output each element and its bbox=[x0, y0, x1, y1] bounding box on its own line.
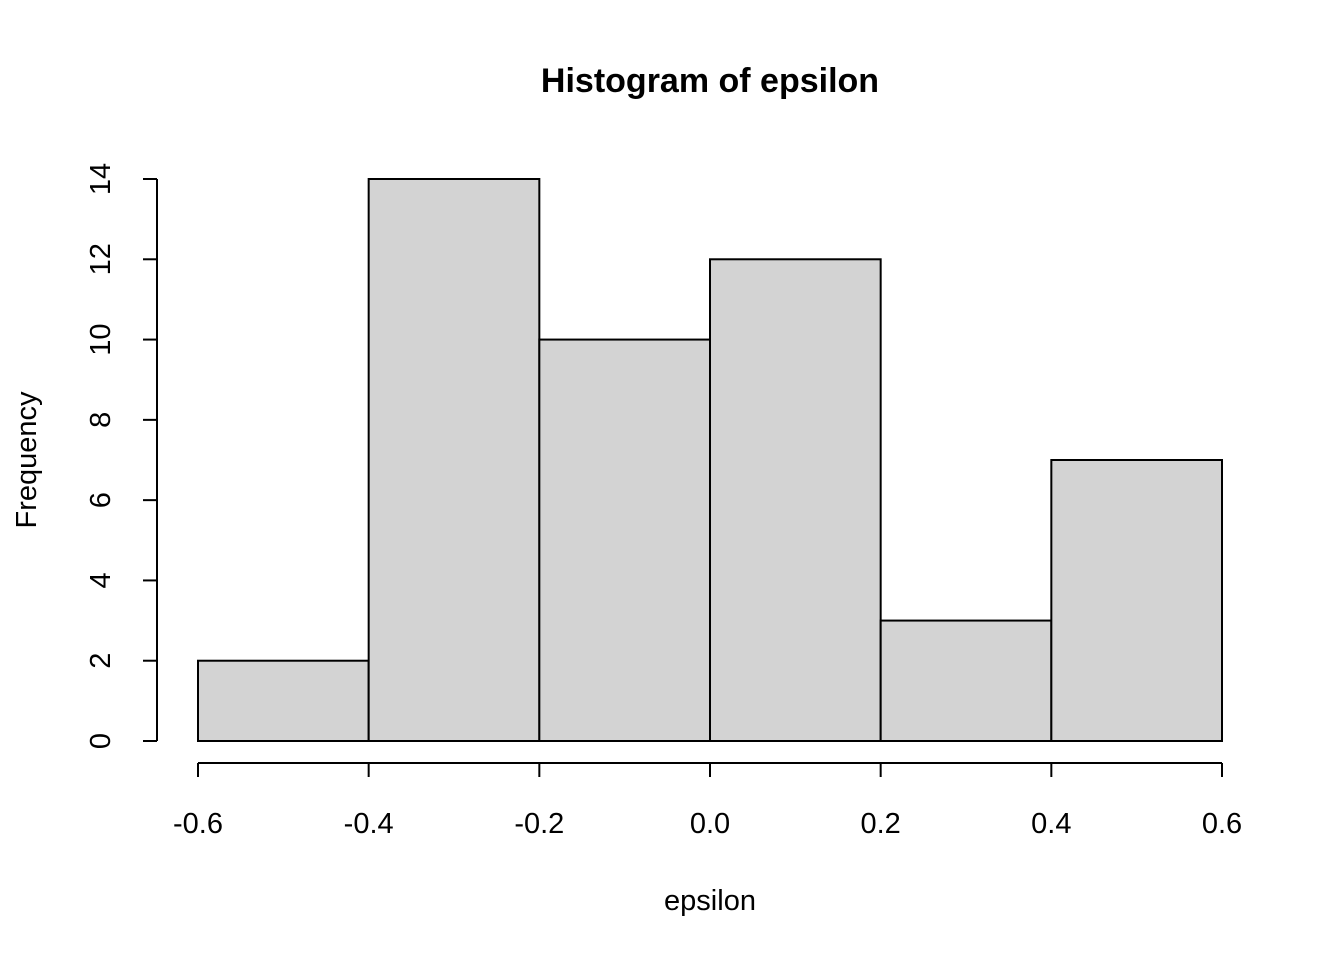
x-tick-label: -0.2 bbox=[514, 808, 564, 840]
y-tick-label: 14 bbox=[85, 163, 117, 195]
y-tick-label: 6 bbox=[85, 492, 117, 508]
y-tick-label: 0 bbox=[85, 733, 117, 749]
x-tick-label: -0.4 bbox=[344, 808, 394, 840]
x-tick-label: -0.6 bbox=[173, 808, 223, 840]
histogram-bar bbox=[709, 258, 882, 742]
y-tick-label: 8 bbox=[85, 412, 117, 428]
y-axis: 0 2 4 6 8 10 12 14 bbox=[85, 163, 158, 749]
x-tick-label: 0.2 bbox=[861, 808, 901, 840]
y-tick-label: 10 bbox=[85, 323, 117, 355]
histogram-bar bbox=[367, 178, 541, 742]
histogram-bar bbox=[197, 659, 370, 743]
y-tick-label: 4 bbox=[85, 572, 117, 588]
x-tick-label: 0.0 bbox=[690, 808, 730, 840]
x-tick-label: 0.4 bbox=[1031, 808, 1071, 840]
x-axis-label: epsilon bbox=[664, 885, 756, 917]
y-tick-label: 12 bbox=[85, 243, 117, 275]
x-tick-label: 0.6 bbox=[1202, 808, 1242, 840]
x-axis: -0.6 -0.4 -0.2 0.0 0.2 0.4 0.6 bbox=[173, 762, 1242, 840]
histogram-bar bbox=[879, 619, 1053, 742]
chart-title: Histogram of epsilon bbox=[541, 62, 879, 100]
y-tick-label: 2 bbox=[85, 653, 117, 669]
histogram-bar bbox=[538, 338, 711, 742]
histogram-bar bbox=[1050, 459, 1224, 742]
bars-group bbox=[197, 178, 1224, 743]
y-axis-label: Frequency bbox=[11, 391, 43, 529]
